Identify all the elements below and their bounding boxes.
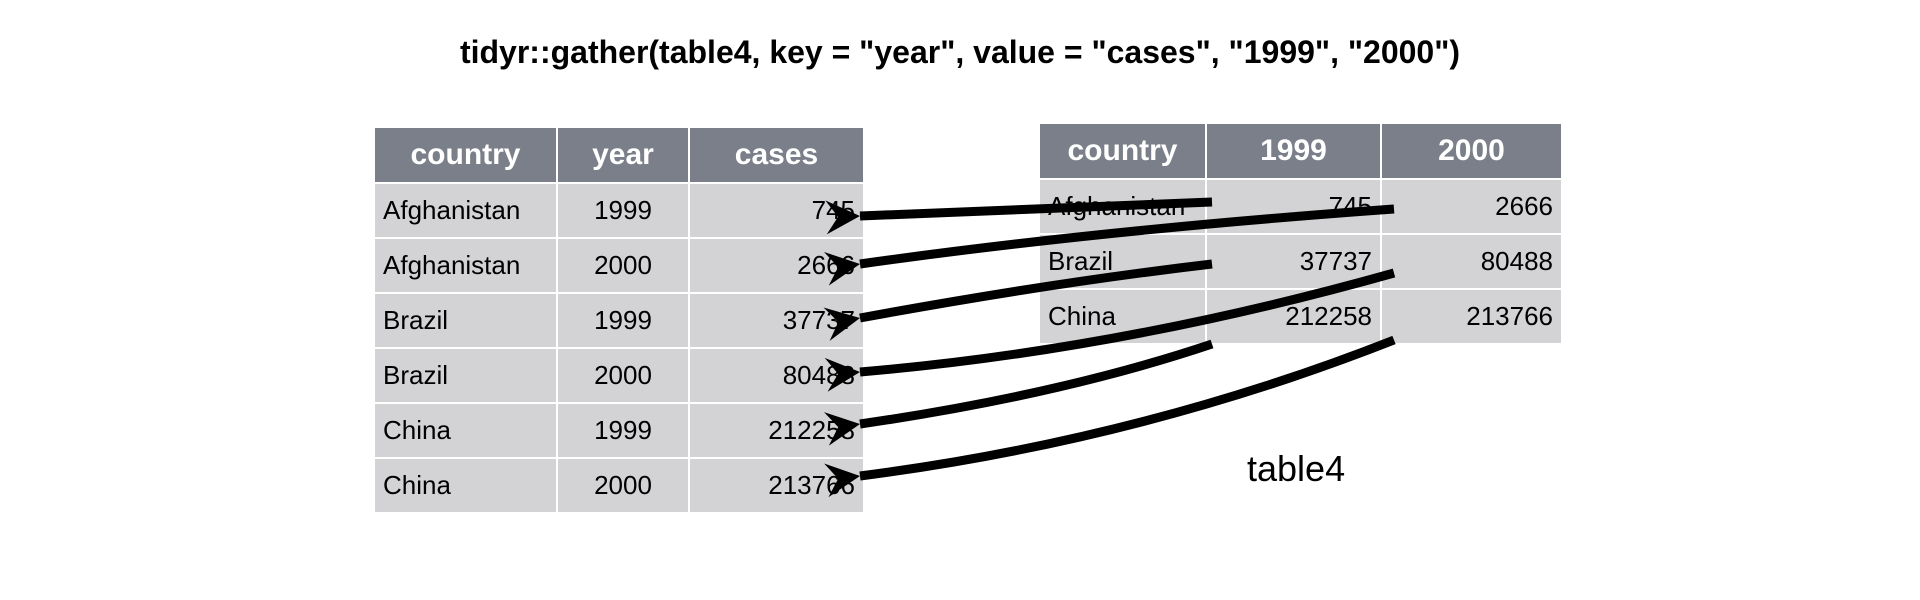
cases-cell: 745 bbox=[689, 182, 863, 238]
table-row: China 212258 213766 bbox=[1040, 288, 1561, 343]
year-cell: 2000 bbox=[557, 457, 690, 512]
year-cell: 1999 bbox=[557, 292, 690, 348]
cases-cell: 37737 bbox=[689, 292, 863, 348]
cases-1999-cell: 212258 bbox=[1206, 288, 1382, 343]
year-cell: 2000 bbox=[557, 347, 690, 403]
wide-header-country: country bbox=[1040, 124, 1207, 179]
table-row: Afghanistan 2000 2666 bbox=[375, 237, 863, 293]
table-row: Brazil 1999 37737 bbox=[375, 292, 863, 348]
long-table: country year cases Afghanistan 1999 745 … bbox=[375, 128, 863, 512]
long-header-year: year bbox=[557, 128, 690, 183]
country-cell: Brazil bbox=[375, 347, 558, 403]
country-cell: Brazil bbox=[1040, 233, 1207, 289]
wide-header-2000: 2000 bbox=[1381, 124, 1561, 179]
cases-cell: 212258 bbox=[689, 402, 863, 458]
cases-cell: 2666 bbox=[689, 237, 863, 293]
cases-cell: 80488 bbox=[689, 347, 863, 403]
table-row: China 1999 212258 bbox=[375, 402, 863, 458]
wide-table-label: table4 bbox=[1247, 448, 1346, 489]
year-cell: 2000 bbox=[557, 237, 690, 293]
table-row: Brazil 2000 80488 bbox=[375, 347, 863, 403]
long-table-header-row: country year cases bbox=[375, 128, 863, 183]
country-cell: Afghanistan bbox=[375, 237, 558, 293]
country-cell: China bbox=[375, 402, 558, 458]
country-cell: China bbox=[375, 457, 558, 512]
country-cell: China bbox=[1040, 288, 1207, 343]
wide-header-1999: 1999 bbox=[1206, 124, 1382, 179]
table-row: China 2000 213766 bbox=[375, 457, 863, 512]
long-header-cases: cases bbox=[689, 128, 863, 183]
wide-table: country 1999 2000 Afghanistan 745 2666 B… bbox=[1040, 124, 1561, 343]
cases-cell: 213766 bbox=[689, 457, 863, 512]
country-cell: Afghanistan bbox=[1040, 178, 1207, 234]
year-cell: 1999 bbox=[557, 402, 690, 458]
wide-table-header-row: country 1999 2000 bbox=[1040, 124, 1561, 179]
country-cell: Afghanistan bbox=[375, 182, 558, 238]
cases-1999-cell: 745 bbox=[1206, 178, 1382, 234]
arrow-china-1999 bbox=[823, 339, 1214, 446]
long-header-country: country bbox=[375, 128, 558, 183]
gather-call-title: tidyr::gather(table4, key = "year", valu… bbox=[459, 34, 1461, 70]
cases-2000-cell: 2666 bbox=[1381, 178, 1561, 234]
table-row: Brazil 37737 80488 bbox=[1040, 233, 1561, 289]
year-cell: 1999 bbox=[557, 182, 690, 238]
cases-2000-cell: 80488 bbox=[1381, 233, 1561, 289]
table-row: Afghanistan 745 2666 bbox=[1040, 178, 1561, 234]
cases-1999-cell: 37737 bbox=[1206, 233, 1382, 289]
cases-2000-cell: 213766 bbox=[1381, 288, 1561, 343]
country-cell: Brazil bbox=[375, 292, 558, 348]
table-row: Afghanistan 1999 745 bbox=[375, 182, 863, 238]
